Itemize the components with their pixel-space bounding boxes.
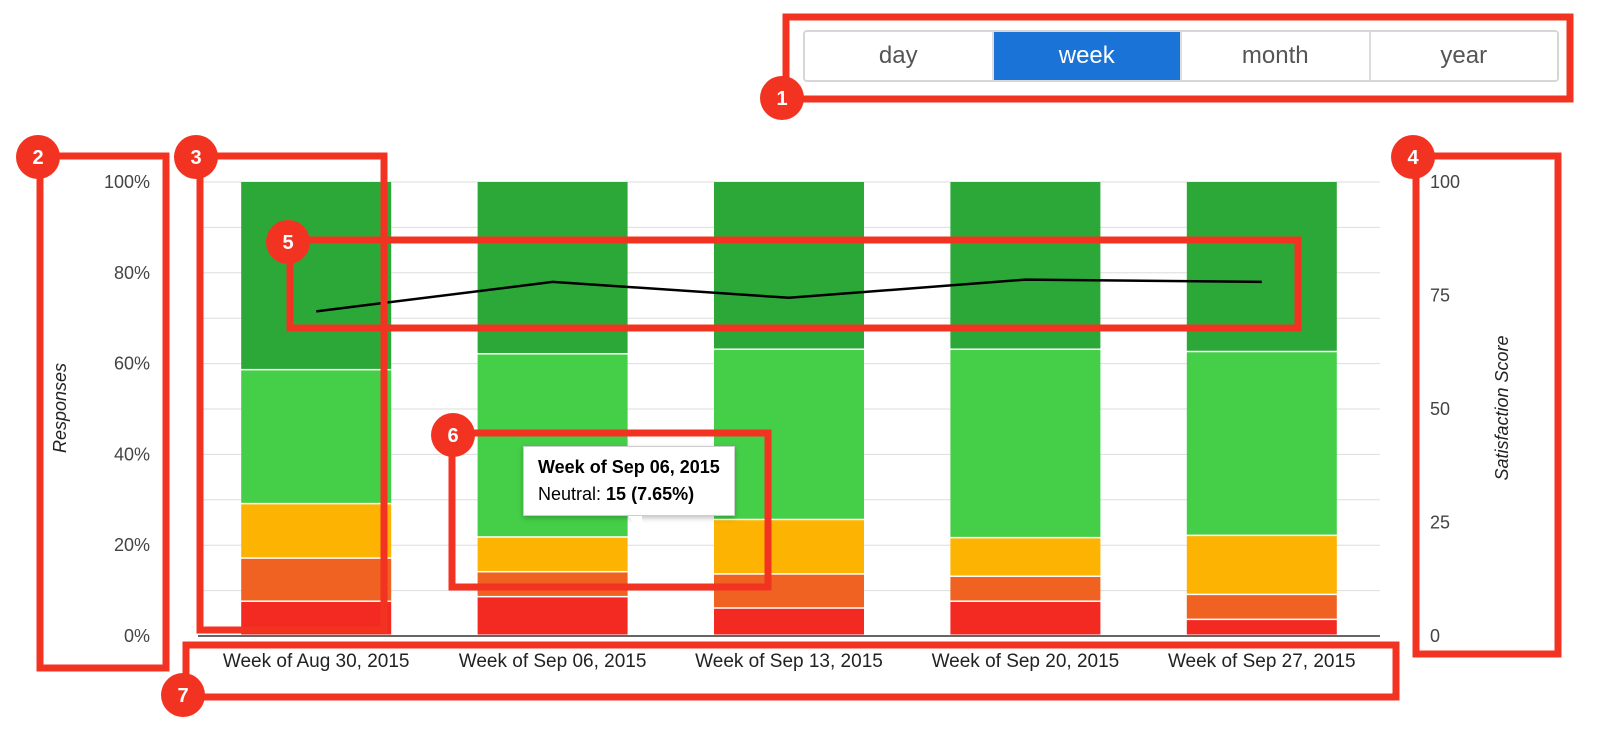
tooltip-pointer — [628, 516, 642, 532]
annotation-box — [36, 152, 170, 672]
left-tick-label: 60% — [114, 354, 150, 374]
bar-segment-3[interactable] — [1186, 352, 1337, 535]
left-axis-title: Responses — [50, 363, 70, 453]
bar-segment-2[interactable] — [241, 504, 392, 558]
annotation-box — [1412, 152, 1562, 658]
bar-segment-2[interactable] — [477, 537, 628, 571]
data-tooltip: Week of Sep 06, 2015 Neutral: 15 (7.65%) — [523, 446, 735, 516]
x-tick-label: Week of Sep 27, 2015 — [1168, 651, 1356, 672]
right-tick-label: 25 — [1430, 513, 1450, 533]
bar-segment-1[interactable] — [950, 576, 1101, 601]
annotation-marker-number: 6 — [447, 425, 458, 447]
right-axis-ticks: 0 25 50 75 100 — [1430, 172, 1460, 646]
satisfaction-score-line — [316, 278, 1262, 313]
bar-segment-0[interactable] — [714, 608, 864, 635]
time-range-toggle: day week month year — [803, 30, 1559, 82]
bar-segment-1[interactable] — [241, 558, 392, 601]
toggle-week-button[interactable]: week — [993, 32, 1182, 80]
bar-segment-1[interactable] — [714, 574, 864, 608]
toggle-month-button[interactable]: month — [1182, 32, 1371, 80]
annotation-marker — [760, 76, 804, 120]
right-tick-label: 100 — [1430, 172, 1460, 192]
bar-segment-4[interactable] — [950, 182, 1101, 349]
annotation-marker — [431, 413, 475, 457]
bar-segment-2[interactable] — [714, 520, 864, 574]
bar-segment-3[interactable] — [241, 370, 392, 503]
bar-segment-3[interactable] — [950, 349, 1101, 537]
bar-segment-4[interactable] — [714, 182, 864, 349]
left-tick-label: 40% — [114, 444, 150, 464]
right-tick-label: 0 — [1430, 626, 1440, 646]
annotation-marker-number: 1 — [776, 88, 787, 110]
annotation-box — [286, 236, 1302, 332]
score-line — [316, 278, 1262, 313]
tooltip-title: Week of Sep 06, 2015 — [538, 457, 720, 477]
x-tick-label: Week of Aug 30, 2015 — [223, 651, 410, 672]
annotation-layer: 1 2 3 4 5 6 7 — [16, 13, 1574, 717]
right-axis-title: Satisfaction Score — [1492, 335, 1512, 480]
annotation-marker-number: 7 — [177, 685, 188, 707]
bar-segment-1[interactable] — [1186, 595, 1337, 619]
annotation-marker — [266, 220, 310, 264]
annotation-marker-number: 5 — [282, 232, 293, 254]
bar-segment-2[interactable] — [950, 538, 1101, 576]
right-tick-label: 75 — [1430, 286, 1450, 306]
x-tick-label: Week of Sep 06, 2015 — [459, 651, 647, 672]
bar-segment-4[interactable] — [1186, 182, 1337, 351]
left-tick-label: 0% — [124, 626, 150, 646]
annotation-box — [448, 429, 772, 591]
left-axis-ticks: 0% 20% 40% 60% 80% 100% — [104, 172, 150, 646]
annotation-box — [196, 152, 388, 634]
bar-segment-0[interactable] — [950, 601, 1101, 635]
x-tick-label: Week of Sep 13, 2015 — [695, 651, 883, 672]
annotation-marker — [1391, 135, 1435, 179]
tooltip-series-label: Neutral: — [538, 484, 602, 504]
toggle-day-button[interactable]: day — [805, 32, 994, 80]
bar-segment-2[interactable] — [1186, 536, 1337, 594]
bar-segment-0[interactable] — [1186, 620, 1337, 635]
x-tick-label: Week of Sep 20, 2015 — [932, 651, 1120, 672]
annotation-marker — [16, 135, 60, 179]
left-tick-label: 20% — [114, 535, 150, 555]
annotation-marker — [174, 135, 218, 179]
stacked-bars — [241, 182, 1337, 635]
toggle-year-button[interactable]: year — [1370, 32, 1557, 80]
bar-segment-0[interactable] — [477, 597, 628, 635]
annotation-marker-number: 3 — [190, 147, 201, 169]
annotation-marker-number: 2 — [32, 147, 43, 169]
annotation-marker — [161, 673, 205, 717]
x-axis-ticks: Week of Aug 30, 2015 Week of Sep 06, 2015… — [223, 651, 1356, 672]
left-tick-label: 80% — [114, 263, 150, 283]
right-tick-label: 50 — [1430, 399, 1450, 419]
bar-segment-4[interactable] — [241, 182, 392, 369]
tooltip-value: 15 (7.65%) — [606, 484, 695, 504]
annotation-marker-number: 4 — [1407, 147, 1419, 169]
tooltip-body: Neutral: 15 (7.65%) — [538, 484, 720, 505]
annotation-box — [182, 641, 1400, 701]
annotation-box — [782, 13, 1574, 103]
left-tick-label: 100% — [104, 172, 150, 192]
